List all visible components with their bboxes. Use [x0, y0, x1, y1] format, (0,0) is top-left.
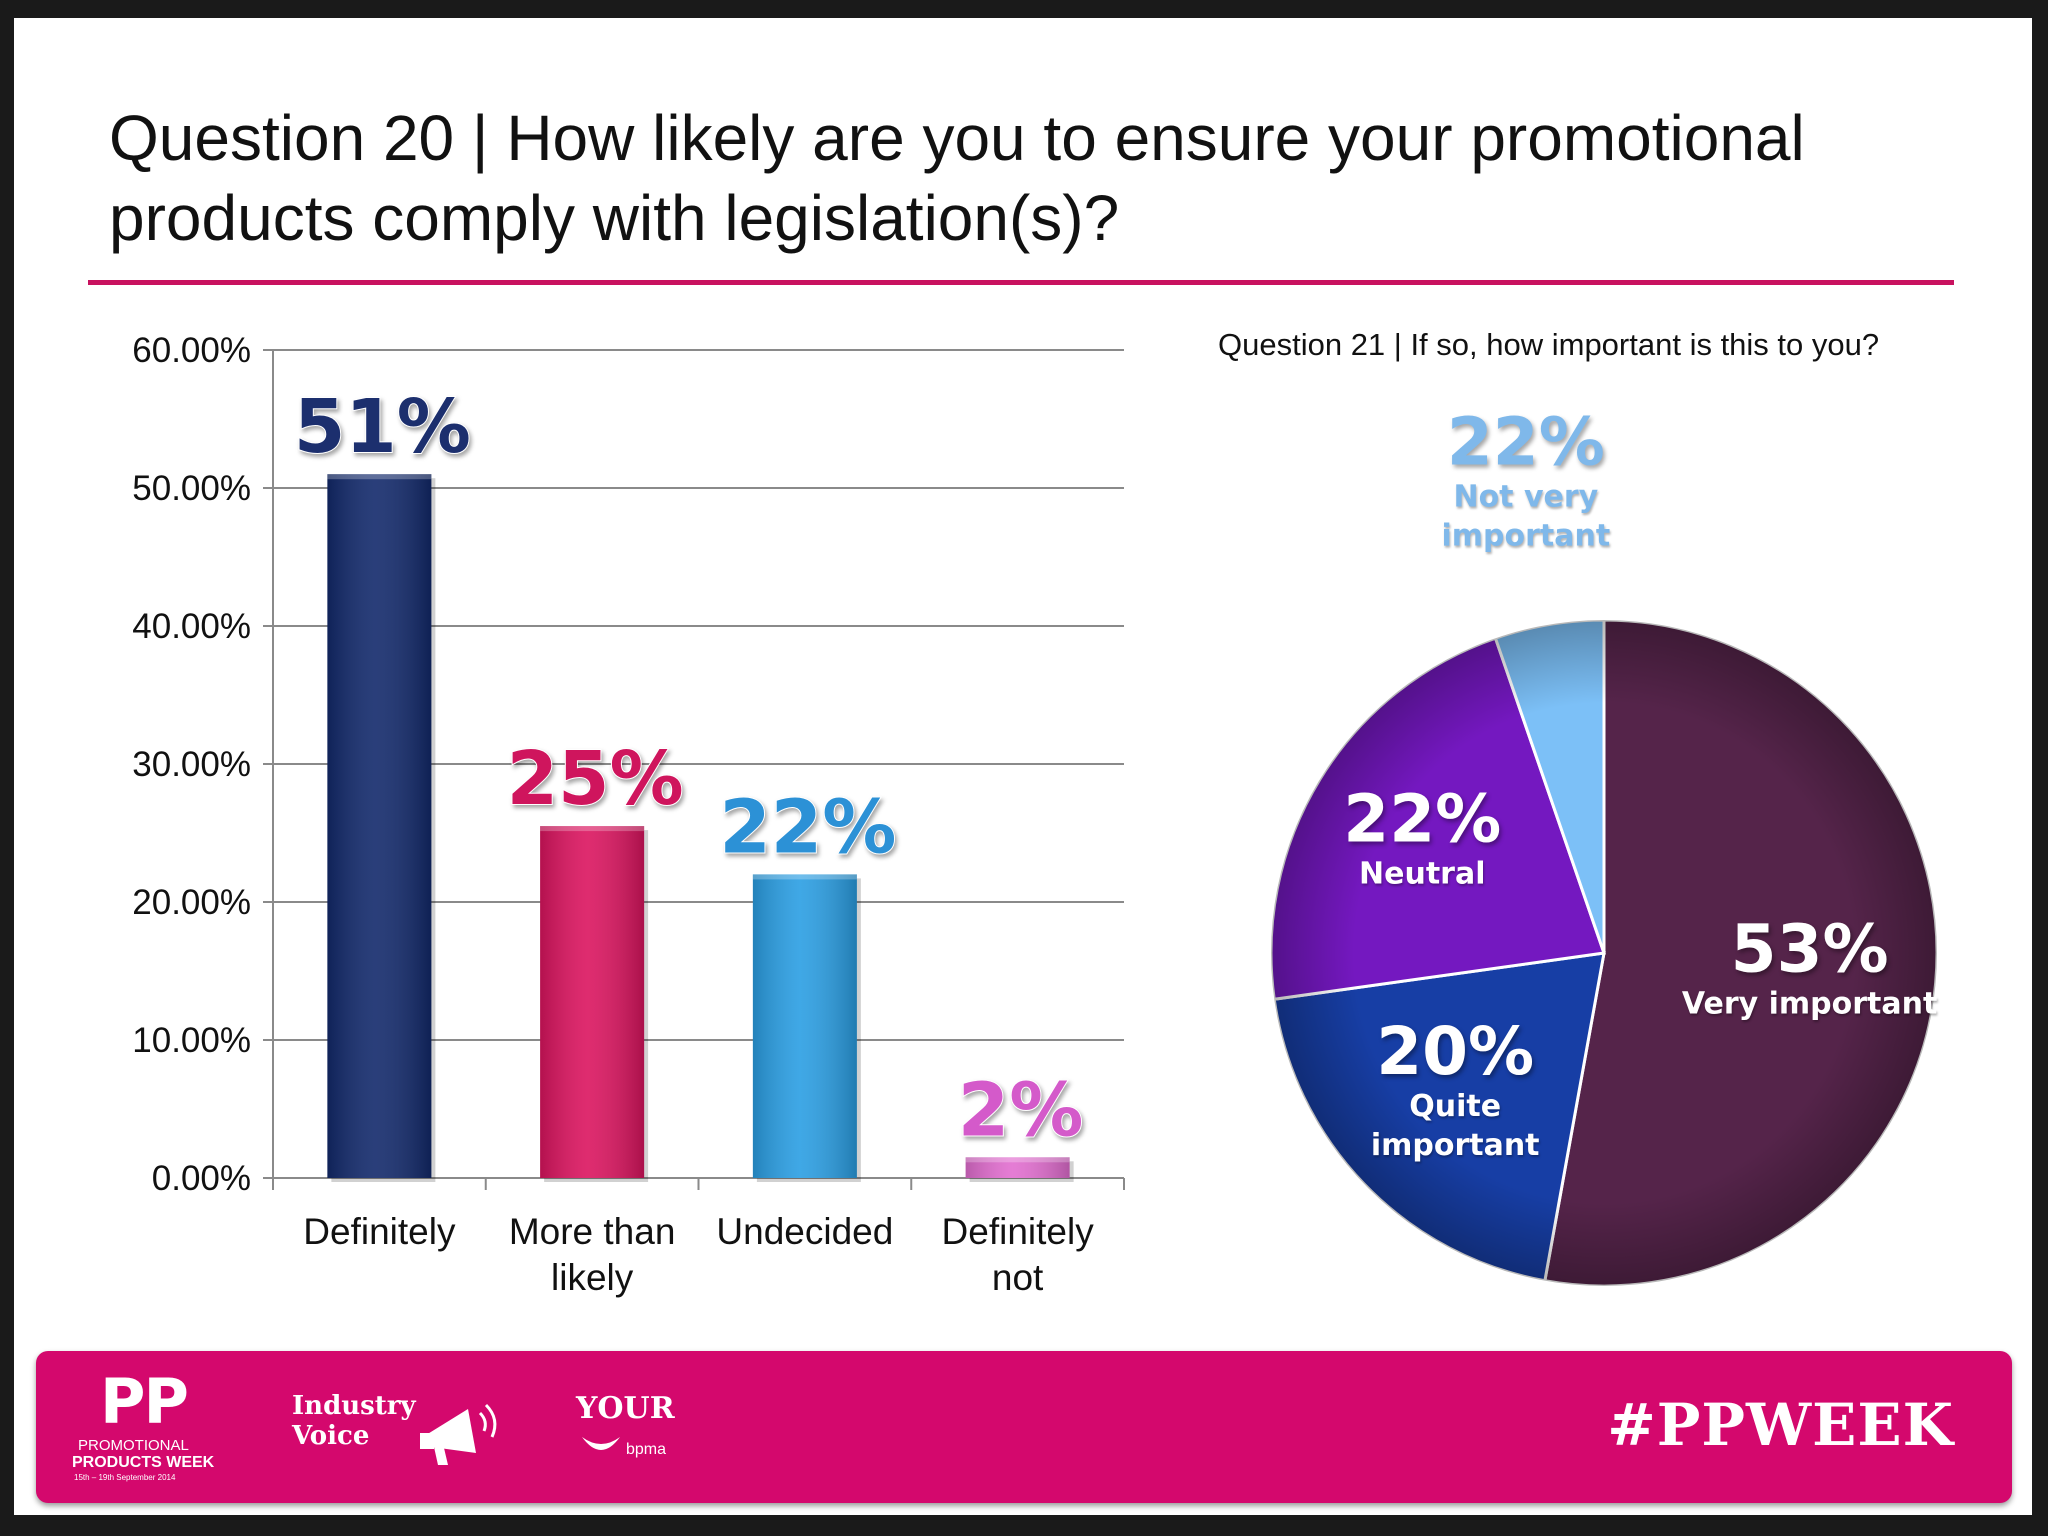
bar-data-label: 2%: [958, 1067, 1084, 1153]
x-category-label: Undecided: [716, 1211, 893, 1252]
bar-top-edge: [752, 874, 857, 880]
your-bpma-logo: YOUR bpma: [576, 1391, 716, 1481]
y-tick-label: 50.00%: [132, 469, 251, 508]
pp-logo-letters: PP: [100, 1365, 189, 1438]
title-underline: [88, 280, 1954, 285]
pp-logo-line1: PROMOTIONAL: [78, 1437, 189, 1454]
y-tick-label: 30.00%: [132, 745, 251, 784]
y-tick-label: 40.00%: [132, 607, 251, 646]
x-axis-labels: Definitely More than likely Undecided Defini…: [303, 1211, 1094, 1298]
bar-top-edge: [965, 1157, 1070, 1163]
pie-slice-category: Quite important: [1371, 1089, 1540, 1163]
bar-highlight: [752, 874, 857, 1178]
bar-data-label: 22%: [719, 784, 896, 870]
pie-slice-label-0: 53%Very important: [1682, 910, 1937, 1021]
pie-slice-category: Neutral: [1359, 857, 1485, 892]
industry-voice-text: Industry Voice: [292, 1391, 416, 1451]
bar-highlight: [327, 474, 432, 1178]
industry-voice-logo: Industry Voice: [292, 1391, 532, 1481]
data-labels: 51% 25% 22% 2%: [293, 383, 1085, 1154]
x-category-label: Definitely not: [942, 1211, 1095, 1298]
bar-data-label: 51%: [294, 384, 471, 470]
pie-slice-percent: 22%: [1343, 781, 1501, 858]
bar-highlight: [540, 826, 645, 1178]
bar-0: [327, 474, 436, 1182]
bar-highlight: [965, 1157, 1070, 1178]
pie-slice-label-3: 22%Not very important: [1442, 404, 1611, 554]
pie-chart-title: Question 21 | If so, how important is th…: [1218, 327, 1880, 362]
hashtag-ppweek: #PPWEEK: [1607, 1391, 1954, 1459]
bar-1: [540, 826, 649, 1182]
pp-logo-line3: 15th – 19th September 2014: [74, 1473, 176, 1482]
smile-icon: [582, 1437, 620, 1450]
pie-slice-percent: 20%: [1376, 1013, 1534, 1090]
slide: Question 20 | How likely are you to ensu…: [14, 18, 2032, 1515]
pp-logo-line2: PRODUCTS WEEK: [72, 1454, 215, 1471]
y-tick-label: 0.00%: [152, 1159, 251, 1198]
pp-week-logo: PP PROMOTIONAL PRODUCTS WEEK 15th – 19th…: [72, 1365, 242, 1489]
pie-slice-category: Very important: [1682, 986, 1937, 1021]
y-axis-ticks: 0.00% 10.00% 20.00% 30.00% 40.00% 50.00% 60.00…: [132, 331, 251, 1198]
pie-slice-percent: 53%: [1731, 910, 1889, 987]
bar-top-edge: [540, 826, 645, 832]
your-bpma-bpma: bpma: [626, 1441, 667, 1458]
bar-3: [965, 1157, 1074, 1182]
bar-chart: 0.00% 10.00% 20.00% 30.00% 40.00% 50.00% 60.00…: [132, 331, 1125, 1298]
slide-title: Question 20 | How likely are you to ensu…: [109, 102, 1805, 254]
bars: [327, 474, 1074, 1182]
y-tick-label: 10.00%: [132, 1021, 251, 1060]
your-bpma-your: YOUR: [576, 1391, 675, 1426]
pie-slice-label-2: 22%Neutral: [1343, 781, 1501, 892]
pie-slice-label-1: 20%Quite important: [1371, 1013, 1540, 1163]
pie-slice-percent: 22%: [1447, 404, 1605, 481]
y-tick-label: 60.00%: [132, 331, 251, 370]
x-category-label: Definitely: [303, 1211, 456, 1252]
x-category-label: More than likely: [509, 1211, 676, 1298]
megaphone-icon: [420, 1403, 497, 1465]
footer-banner: PP PROMOTIONAL PRODUCTS WEEK 15th – 19th…: [36, 1351, 2012, 1503]
y-tick-label: 20.00%: [132, 883, 251, 922]
bar-data-label: 25%: [507, 736, 684, 822]
bar-2: [752, 874, 861, 1182]
pie-slice-category: Not very important: [1442, 480, 1611, 554]
bar-top-edge: [327, 474, 432, 480]
